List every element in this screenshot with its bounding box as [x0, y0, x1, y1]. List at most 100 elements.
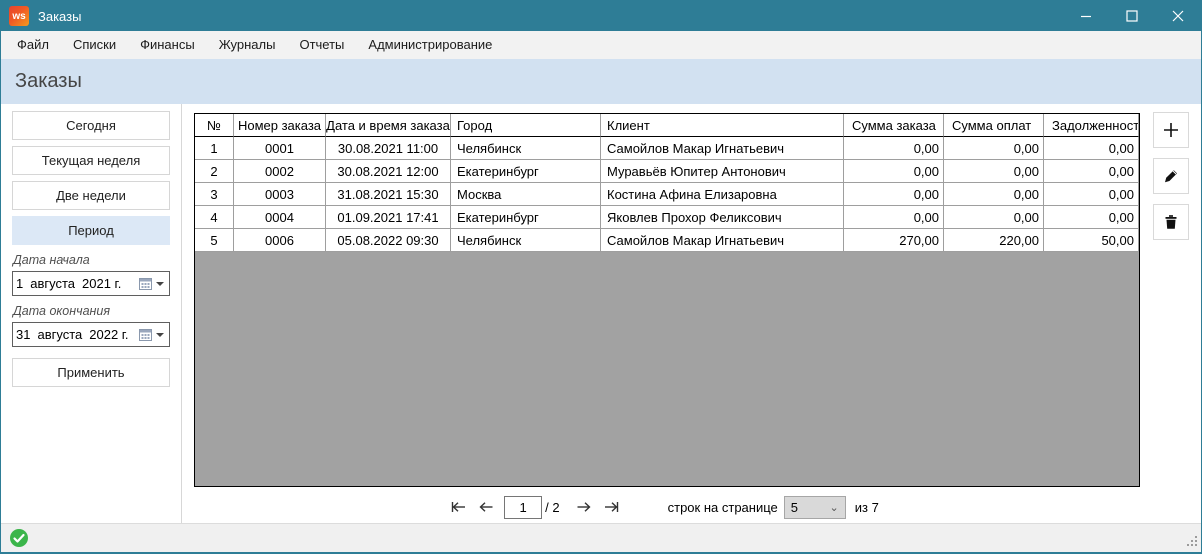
- filter-two-weeks-button[interactable]: Две недели: [12, 181, 170, 210]
- column-header[interactable]: Сумма оплат: [944, 114, 1044, 137]
- chevron-down-icon[interactable]: [156, 332, 164, 337]
- column-header[interactable]: Клиент: [601, 114, 844, 137]
- table-cell: 0,00: [944, 160, 1044, 183]
- orders-table: № Номер заказа Дата и время заказа Город…: [194, 113, 1140, 488]
- filter-period-button[interactable]: Период: [12, 216, 170, 245]
- menu-administration[interactable]: Администрирование: [368, 37, 493, 52]
- table-cell: 30.08.2021 11:00: [326, 137, 451, 160]
- table-cell: 50,00: [1044, 229, 1139, 252]
- table-cell: 31.08.2021 15:30: [326, 183, 451, 206]
- date-start-day[interactable]: 1: [16, 276, 24, 291]
- page-number-input[interactable]: [504, 495, 543, 519]
- delete-order-button[interactable]: [1153, 204, 1189, 240]
- calendar-icon: [139, 278, 152, 290]
- table-cell: Челябинск: [451, 137, 601, 160]
- date-start-month[interactable]: августа: [30, 276, 76, 291]
- menu-file[interactable]: Файл: [17, 37, 49, 52]
- minimize-icon: [1081, 15, 1091, 18]
- chevron-down-icon: ⌄: [829, 501, 839, 514]
- last-page-button[interactable]: [598, 495, 626, 519]
- column-header[interactable]: №: [195, 114, 234, 137]
- column-header[interactable]: Дата и время заказа: [326, 114, 451, 137]
- menu-lists[interactable]: Списки: [72, 37, 117, 52]
- table-cell: 3: [195, 183, 234, 206]
- next-page-button[interactable]: [570, 495, 598, 519]
- table-cell: 0,00: [944, 206, 1044, 229]
- table-row[interactable]: 2 0002 30.08.2021 12:00 Екатеринбург Муравьё…: [195, 160, 1139, 183]
- add-order-button[interactable]: [1153, 112, 1189, 148]
- date-end-day[interactable]: 31: [16, 327, 31, 342]
- table-cell: 0,00: [944, 137, 1044, 160]
- edit-order-button[interactable]: [1153, 158, 1189, 194]
- table-cell: 2: [195, 160, 234, 183]
- table-cell: 0004: [234, 206, 326, 229]
- table-row[interactable]: 5 0006 05.08.2022 09:30 Челябинск Самойлов М…: [195, 229, 1139, 252]
- green-check-icon: [9, 528, 29, 548]
- menu-reports[interactable]: Отчеты: [299, 37, 345, 52]
- column-header[interactable]: Номер заказа: [234, 114, 326, 137]
- table-row[interactable]: 4 0004 01.09.2021 17:41 Екатеринбург Яковлев…: [195, 206, 1139, 229]
- pagination-bar: / 2 строк на странице 5 ⌄ из 7: [182, 491, 1141, 523]
- plus-icon: [1164, 123, 1178, 137]
- table-row[interactable]: 1 0001 30.08.2021 11:00 Челябинск Самойлов М…: [195, 137, 1139, 160]
- status-bar: [1, 523, 1201, 552]
- menu-finance[interactable]: Финансы: [140, 37, 195, 52]
- window-title: Заказы: [38, 8, 82, 24]
- date-end-picker[interactable]: 31 августа 2022 г.: [12, 322, 170, 347]
- rows-per-page-label: строк на странице: [667, 499, 778, 515]
- title-bar: ws Заказы: [1, 1, 1201, 31]
- table-cell: 1: [195, 137, 234, 160]
- next-page-icon: [577, 502, 591, 512]
- maximize-button[interactable]: [1109, 1, 1155, 31]
- rows-per-page-select[interactable]: 5 ⌄: [783, 495, 846, 519]
- filter-today-button[interactable]: Сегодня: [12, 111, 170, 140]
- table-cell: Самойлов Макар Игнатьевич: [601, 137, 844, 160]
- page-count-label: / 2: [545, 499, 560, 515]
- chevron-down-icon[interactable]: [156, 281, 164, 286]
- column-header[interactable]: Сумма заказа: [844, 114, 944, 137]
- table-cell: 5: [195, 229, 234, 252]
- table-cell: 0,00: [844, 206, 944, 229]
- table-cell: 0003: [234, 183, 326, 206]
- table-cell: 01.09.2021 17:41: [326, 206, 451, 229]
- table-cell: 0002: [234, 160, 326, 183]
- resize-grip[interactable]: [1185, 534, 1198, 552]
- date-end-year[interactable]: 2022 г.: [89, 327, 129, 342]
- table-cell: 0,00: [1044, 206, 1139, 229]
- table-cell: 0,00: [844, 160, 944, 183]
- date-start-year[interactable]: 2021 г.: [82, 276, 122, 291]
- filter-current-week-button[interactable]: Текущая неделя: [12, 146, 170, 175]
- prev-page-button[interactable]: [472, 495, 500, 519]
- table-cell: 0,00: [1044, 137, 1139, 160]
- table-cell: 30.08.2021 12:00: [326, 160, 451, 183]
- menu-journals[interactable]: Журналы: [218, 37, 276, 52]
- table-cell: Челябинск: [451, 229, 601, 252]
- maximize-icon: [1126, 10, 1138, 22]
- date-end-label: Дата окончания: [13, 304, 111, 318]
- date-start-picker[interactable]: 1 августа 2021 г.: [12, 271, 170, 296]
- table-cell: 220,00: [944, 229, 1044, 252]
- date-start-label: Дата начала: [13, 253, 90, 267]
- minimize-button[interactable]: [1063, 1, 1109, 31]
- date-end-month[interactable]: августа: [37, 327, 83, 342]
- table-cell: Екатеринбург: [451, 206, 601, 229]
- page-title: Заказы: [15, 70, 82, 92]
- table-cell: 270,00: [844, 229, 944, 252]
- first-page-icon: [451, 502, 465, 513]
- close-button[interactable]: [1155, 1, 1201, 31]
- apply-button[interactable]: Применить: [12, 358, 170, 387]
- page-header: Заказы: [1, 59, 1201, 104]
- close-icon: [1172, 10, 1184, 22]
- table-cell: 0,00: [844, 137, 944, 160]
- column-header[interactable]: Город: [451, 114, 601, 137]
- table-cell: 0,00: [1044, 183, 1139, 206]
- calendar-icon: [139, 329, 152, 341]
- menu-bar: Файл Списки Финансы Журналы Отчеты Админ…: [1, 31, 1201, 59]
- column-header[interactable]: Задолженность: [1044, 114, 1139, 137]
- table-row[interactable]: 3 0003 31.08.2021 15:30 Москва Костина Афина…: [195, 183, 1139, 206]
- table-cell: Самойлов Макар Игнатьевич: [601, 229, 844, 252]
- first-page-button[interactable]: [444, 495, 472, 519]
- table-header-row: № Номер заказа Дата и время заказа Город…: [195, 114, 1139, 137]
- actions-toolbar: [1141, 104, 1201, 523]
